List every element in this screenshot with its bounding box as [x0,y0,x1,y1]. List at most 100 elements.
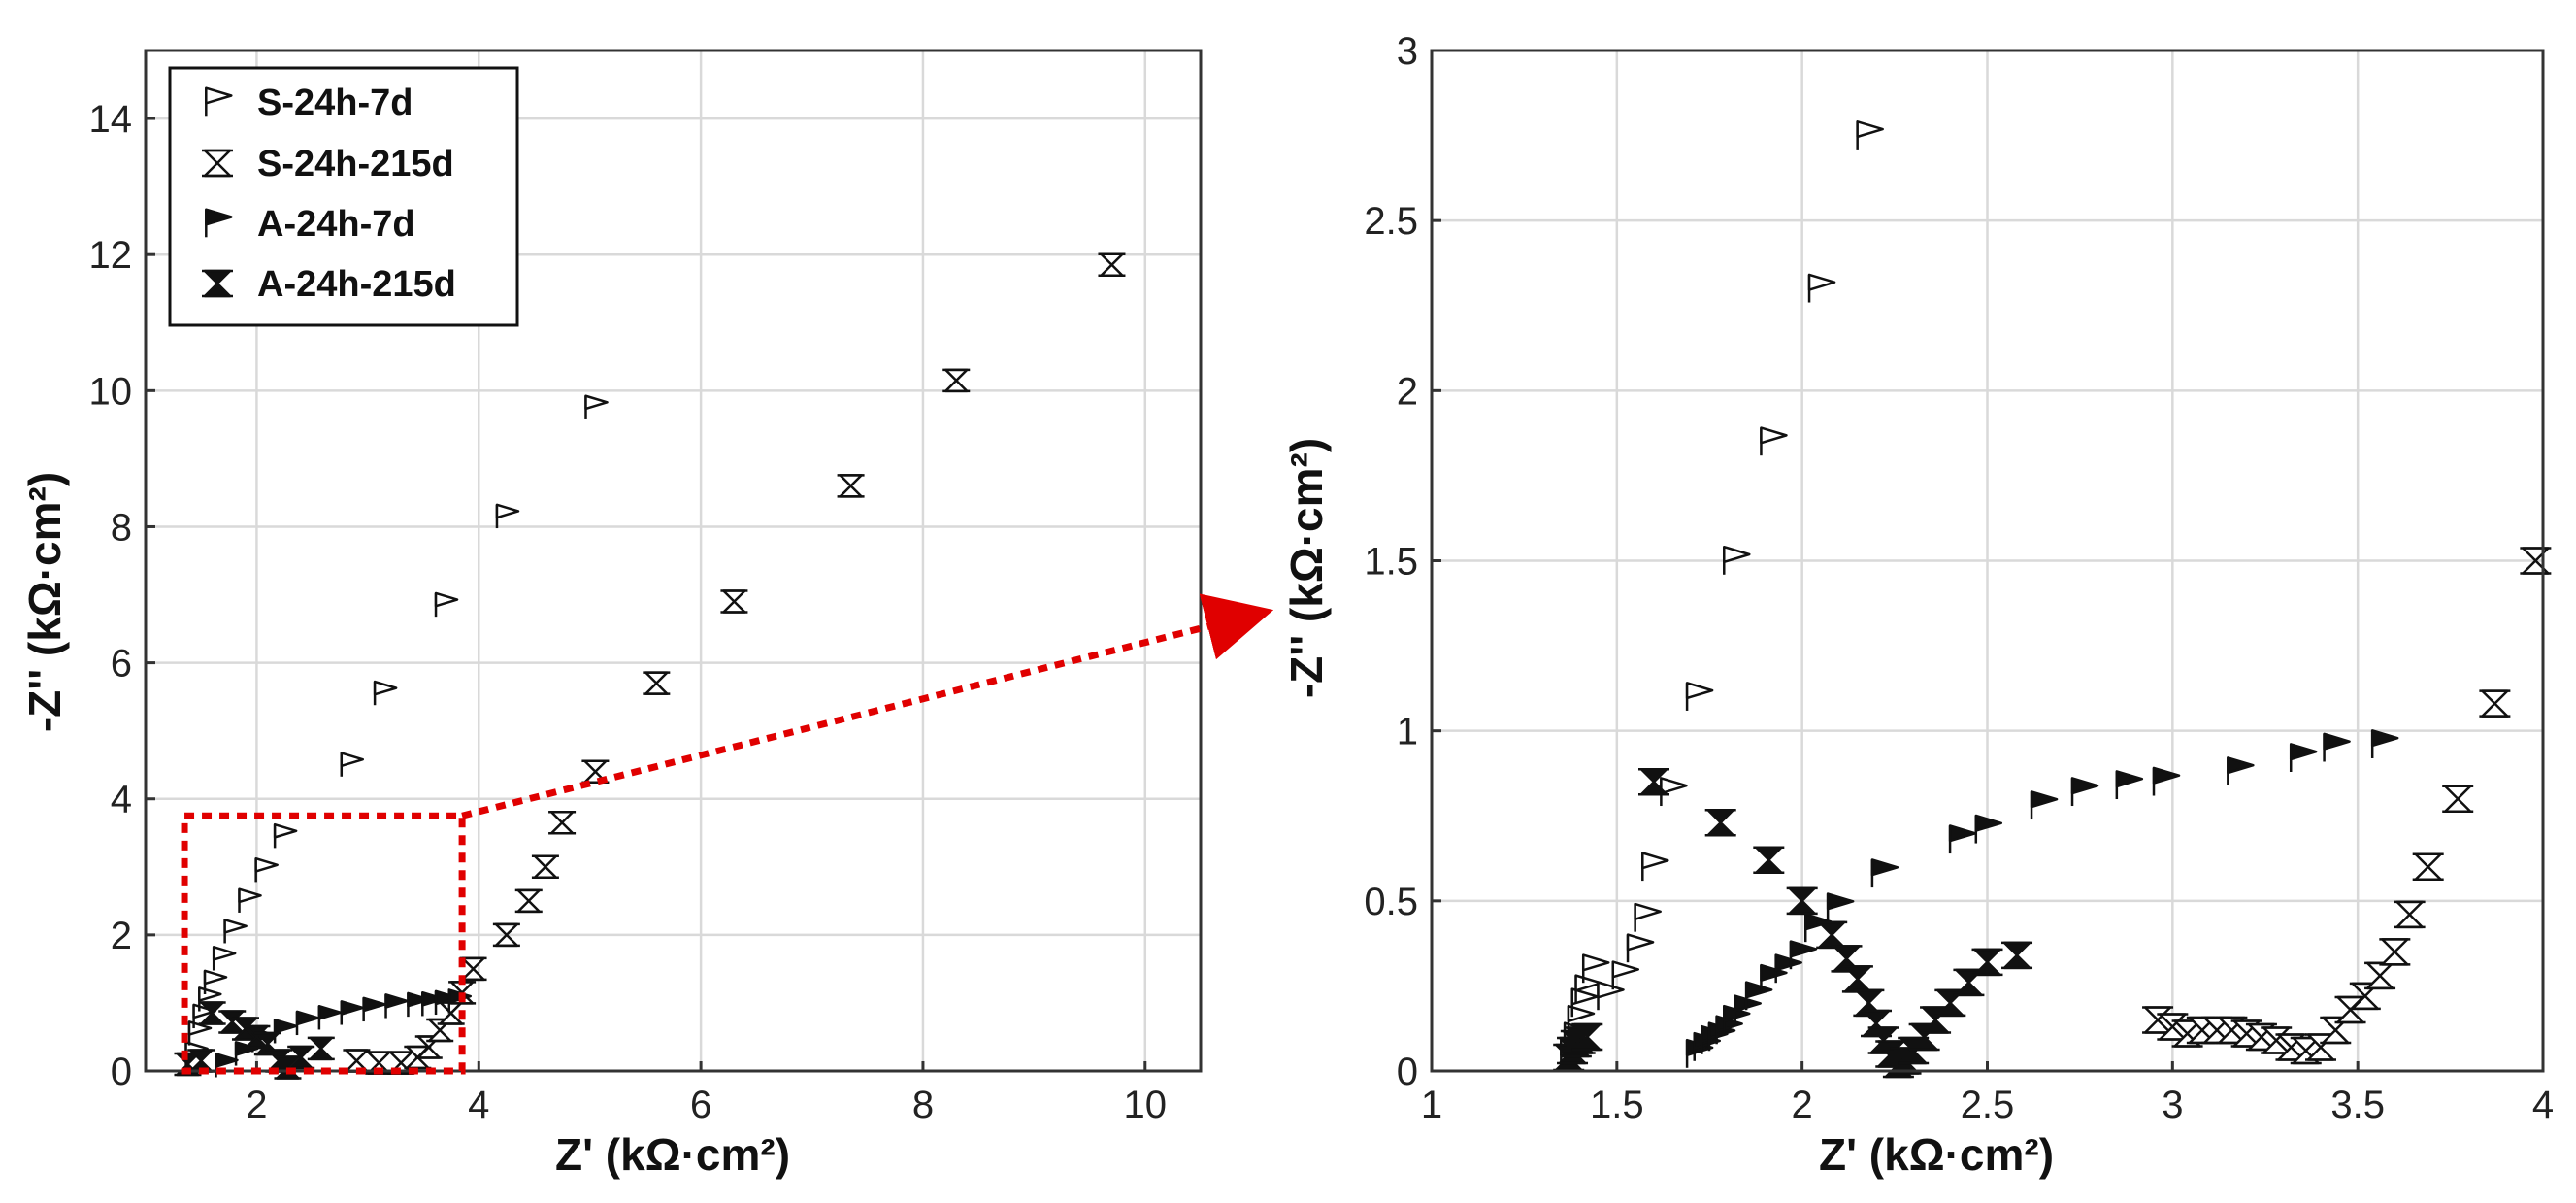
zoom-arrow [461,593,1274,819]
right-point-a-24h-215d [1831,945,1863,973]
right-point-a-24h-7d [2070,777,2099,807]
legend-item-a-24h-7d: A-24h-7d [205,204,415,245]
hourglass-open-glyph [202,149,233,178]
left-y-tick-label: 12 [89,234,133,277]
right-point-a-24h-7d [2115,770,2144,800]
right-x-tick-labels: 1 1.5 2 2.5 3 3.5 4 [1421,1061,2554,1126]
flag-filled-icon [205,208,233,238]
left-point-s-24h-7d [223,919,248,944]
left-point-a-24h-7d [384,993,409,1019]
right-x-axis-title: Z' (kΩ·cm²) [1819,1129,2054,1180]
right-point-s-24h-7d [1641,852,1669,882]
left-point-s-24h-215d [643,671,671,695]
right-point-s-24h-7d [1634,902,1662,932]
right-point-a-24h-7d [2030,790,2059,820]
left-point-s-24h-215d [720,589,748,614]
flag-filled-glyph [205,208,233,238]
right-point-a-24h-215d [1571,1022,1603,1052]
right-y-tick-label: 3 [1397,30,1418,73]
right-y-tick-label: 0.5 [1364,881,1418,923]
left-point-s-24h-7d [212,946,237,971]
flag-open-glyph [205,86,233,117]
right-point-a-24h-215d [1934,988,1966,1018]
left-point-a-24h-215d [231,1017,259,1041]
right-point-s-24h-215d [2394,900,2426,929]
right-point-a-24h-7d [1826,892,1855,922]
zoom-region-box [181,812,466,1075]
left-point-s-24h-7d [495,503,520,529]
left-point-a-24h-7d [434,989,459,1016]
right-y-tick-label: 1.5 [1364,541,1418,584]
right-x-tick-label: 3.5 [2330,1084,2385,1126]
left-x-tick-label: 8 [912,1084,934,1126]
left-point-s-24h-7d [584,394,609,419]
right-chart: 1 1.5 2 2.5 3 3.5 4 00.511.522.53 Z' (kΩ·cm²) … [1281,30,2554,1180]
left-y-axis-title: -Z'' (kΩ·cm²) [19,472,70,732]
right-point-a-24h-7d [1789,940,1818,970]
legend-label-a-24h-215d: A-24h-215d [257,264,456,305]
left-point-a-24h-7d [407,991,431,1018]
right-point-a-24h-215d [1638,767,1669,796]
right-point-a-24h-7d [1870,858,1899,888]
right-point-a-24h-215d [1786,886,1818,916]
right-point-s-24h-215d [2349,982,2381,1011]
right-y-tick-label: 0 [1397,1051,1418,1093]
left-point-s-24h-215d [531,854,559,880]
left-point-a-24h-7d [215,1053,239,1078]
left-y-tick-label: 2 [111,915,132,957]
right-point-s-24h-7d [1581,953,1610,984]
right-point-a-24h-7d [1744,981,1773,1011]
left-x-tick-labels: 2 4 6 8 10 [246,1061,1167,1126]
right-point-s-24h-215d [2520,547,2552,575]
left-point-s-24h-7d [340,752,365,777]
right-point-s-24h-7d [1611,960,1640,990]
right-point-a-24h-215d [1908,1022,1940,1052]
left-x-tick-label: 10 [1124,1084,1168,1126]
right-point-a-24h-7d [1760,963,1788,993]
left-chart: 2 4 6 8 10 0 2 4 6 8 10 12 14 Z' (kΩ·cm²) -Z'' (kΩ·… [19,49,1203,1180]
left-y-tick-label: 10 [89,370,133,413]
right-point-a-24h-215d [1816,920,1848,950]
left-point-a-24h-7d [421,990,446,1017]
left-data-points [174,252,1126,1080]
left-point-a-24h-7d [340,1000,365,1025]
left-point-s-24h-7d [203,969,228,995]
right-point-a-24h-7d [2152,766,2181,796]
right-point-a-24h-215d [1753,846,1785,875]
flag-open-icon [205,86,233,117]
left-y-tick-label: 4 [111,779,132,821]
left-point-s-24h-215d [492,922,520,948]
left-x-tick-label: 2 [246,1084,267,1126]
left-point-s-24h-7d [187,1020,213,1046]
left-point-s-24h-215d [1098,252,1126,277]
right-x-tick-label: 3 [2162,1084,2183,1126]
right-point-s-24h-7d [1626,933,1655,963]
right-x-tick-label: 1.5 [1590,1084,1644,1126]
legend-label-s-24h-215d: S-24h-215d [257,144,454,184]
right-point-a-24h-7d [2370,729,2399,758]
right-point-s-24h-7d [1597,981,1625,1011]
left-point-s-24h-7d [254,856,279,883]
legend-item-a-24h-215d: A-24h-215d [202,264,456,305]
right-x-tick-label: 2.5 [1961,1084,2015,1126]
right-y-tick-label: 2 [1397,370,1418,413]
left-point-a-24h-215d [198,1001,226,1025]
left-x-tick-label: 6 [690,1084,711,1126]
right-point-s-24h-215d [2379,938,2411,966]
right-point-a-24h-7d [1948,824,1977,854]
right-point-s-24h-215d [2442,785,2474,813]
right-y-tick-labels: 0 0.5 1 1.5 2 2.5 3 [1364,30,1441,1093]
left-point-a-24h-215d [307,1036,335,1061]
hourglass-filled-icon [202,269,233,298]
right-point-a-24h-215d [2001,941,2033,970]
left-point-s-24h-7d [373,680,398,706]
left-point-a-24h-7d [317,1005,343,1030]
right-point-a-24h-7d [1774,953,1802,984]
left-y-tick-label: 0 [111,1051,132,1093]
left-point-s-24h-7d [434,591,459,618]
legend-label-s-24h-7d: S-24h-7d [257,83,413,123]
right-point-s-24h-215d [2142,1006,2174,1034]
left-point-a-24h-7d [362,996,386,1022]
left-x-axis-title: Z' (kΩ·cm²) [555,1129,790,1180]
